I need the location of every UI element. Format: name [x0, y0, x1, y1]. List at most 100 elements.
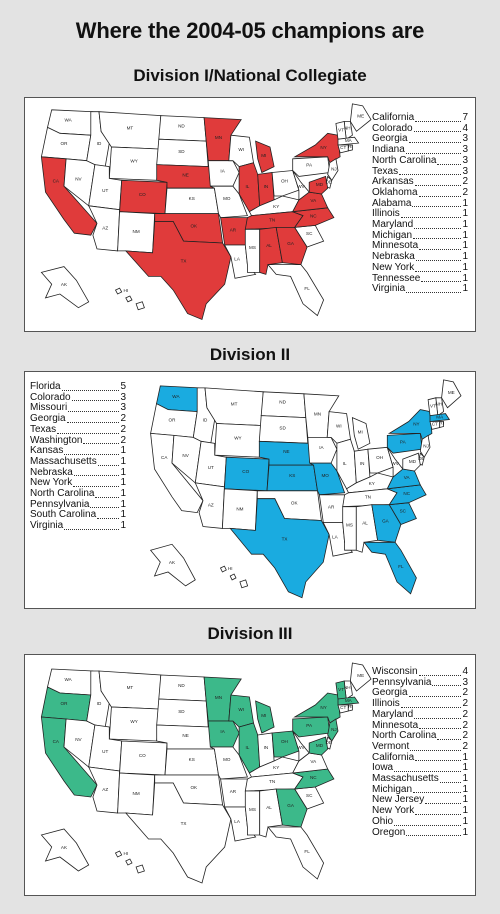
- state-ri: [347, 144, 353, 152]
- state-ga: [275, 226, 308, 266]
- legend-leader-dots: [400, 217, 462, 219]
- state-fl: [363, 541, 417, 595]
- state-label-fl: FL: [398, 564, 404, 569]
- legend-row: South Carolina 1: [30, 510, 126, 521]
- state-label-al: AL: [266, 243, 272, 248]
- legend-row: Alabama 1: [372, 198, 468, 210]
- state-label-ca: CA: [161, 455, 168, 460]
- legend-leader-dots: [406, 291, 462, 293]
- legend-leader-dots: [414, 717, 462, 719]
- state-me: [349, 662, 372, 692]
- state-label-nh: NH: [435, 402, 442, 407]
- legend-state-name: New Jersey: [372, 794, 425, 806]
- legend-count: 3: [462, 676, 468, 688]
- state-fl: [267, 264, 325, 317]
- state-label-mi: MI: [261, 713, 266, 718]
- legend-state-name: Georgia: [30, 413, 66, 425]
- state-label-ok: OK: [190, 785, 198, 790]
- state-label-nc: NC: [310, 775, 317, 780]
- legend-state-name: Florida: [30, 381, 61, 392]
- legend-leader-dots: [61, 389, 120, 391]
- state-label-mn: MN: [215, 695, 222, 700]
- legend-state-name: Virginia: [30, 520, 64, 532]
- legend-leader-dots: [66, 421, 120, 423]
- legend-count: 1: [462, 815, 468, 827]
- state-ms: [244, 228, 261, 273]
- legend-state-name: Illinois: [372, 208, 400, 220]
- legend-leader-dots: [437, 163, 462, 165]
- legend-row: California 7: [372, 112, 468, 124]
- state-label-la: LA: [234, 257, 241, 262]
- state-label-az: AZ: [102, 787, 108, 792]
- legend-state-name: South Carolina: [30, 509, 97, 521]
- legend-leader-dots: [439, 781, 462, 783]
- legend-row: Maryland 2: [372, 709, 468, 721]
- legend-leader-dots: [421, 281, 462, 283]
- legend-count: 7: [462, 112, 468, 123]
- state-mo: [210, 746, 248, 780]
- state-label-tx: TX: [181, 821, 187, 826]
- state-tx: [124, 782, 232, 884]
- state-label-ne: NE: [283, 449, 289, 454]
- state-label-al: AL: [362, 521, 368, 526]
- legend-row: Wisconsin 4: [372, 666, 468, 678]
- legend-row: Nebraska 1: [30, 467, 126, 479]
- legend-state-name: Massachusetts: [30, 455, 97, 467]
- legend-row: Colorado 4: [372, 123, 468, 135]
- state-label-la: LA: [332, 534, 339, 539]
- state-label-in: IN: [360, 461, 365, 466]
- state-oh: [271, 730, 300, 758]
- state-ma: [429, 413, 451, 422]
- state-label-ga: GA: [287, 803, 295, 808]
- legend-leader-dots: [415, 259, 462, 261]
- state-label-il: IL: [245, 745, 249, 750]
- state-md: [402, 452, 421, 472]
- state-label-nm: NM: [236, 507, 243, 512]
- state-label-de: DE: [418, 456, 424, 461]
- legend-leader-dots: [394, 824, 462, 826]
- state-label-nj: NJ: [423, 443, 429, 448]
- legend-count: 2: [462, 186, 468, 198]
- legend-count: 1: [462, 229, 468, 241]
- state-ak: [149, 543, 196, 587]
- state-label-or: OR: [169, 418, 177, 423]
- legend-row: Florida 5: [30, 381, 126, 393]
- legend-state-name: New York: [372, 261, 415, 273]
- legend-leader-dots: [64, 528, 120, 530]
- state-mi: [255, 140, 275, 174]
- legend-row: Missouri 3: [30, 403, 126, 414]
- legend-state-name: Wisconsin: [372, 666, 418, 677]
- division-2-title: Division II: [209, 345, 291, 364]
- state-label-ia: IA: [220, 169, 225, 174]
- state-oh: [271, 170, 300, 197]
- legend-state-name: Michigan: [372, 783, 413, 795]
- legend-state-name: Minnesota: [372, 719, 419, 731]
- legend-row: Maryland 1: [372, 219, 468, 231]
- state-label-ny: NY: [320, 705, 326, 710]
- state-label-tn: TN: [365, 495, 371, 500]
- state-label-nc: NC: [310, 214, 317, 219]
- state-label-mt: MT: [127, 685, 134, 690]
- legend-row: Kansas 1: [30, 446, 126, 457]
- state-label-tx: TX: [181, 259, 187, 264]
- legend-row: Ohio 1: [372, 815, 468, 828]
- legend-leader-dots: [415, 270, 462, 272]
- legend-row: New York 1: [30, 478, 126, 489]
- state-label-ms: MS: [249, 807, 256, 812]
- state-label-ut: UT: [102, 188, 108, 193]
- state-label-md: MD: [316, 743, 324, 748]
- state-label-ri: RI: [348, 144, 353, 149]
- legend-state-name: North Carolina: [30, 488, 95, 500]
- legend-leader-dots: [408, 142, 462, 144]
- state-label-ok: OK: [291, 501, 299, 506]
- state-label-md: MD: [316, 182, 324, 187]
- state-label-ne: NE: [182, 733, 188, 738]
- legend-row: Tennessee 1: [372, 273, 468, 285]
- legend-state-name: California: [372, 751, 415, 763]
- legend-leader-dots: [410, 749, 462, 751]
- state-label-wv: WV: [391, 461, 399, 466]
- state-label-ny: NY: [413, 422, 419, 427]
- division-3-title: Division III: [207, 624, 293, 643]
- state-label-ak: AK: [61, 282, 68, 287]
- state-nj: [327, 718, 339, 742]
